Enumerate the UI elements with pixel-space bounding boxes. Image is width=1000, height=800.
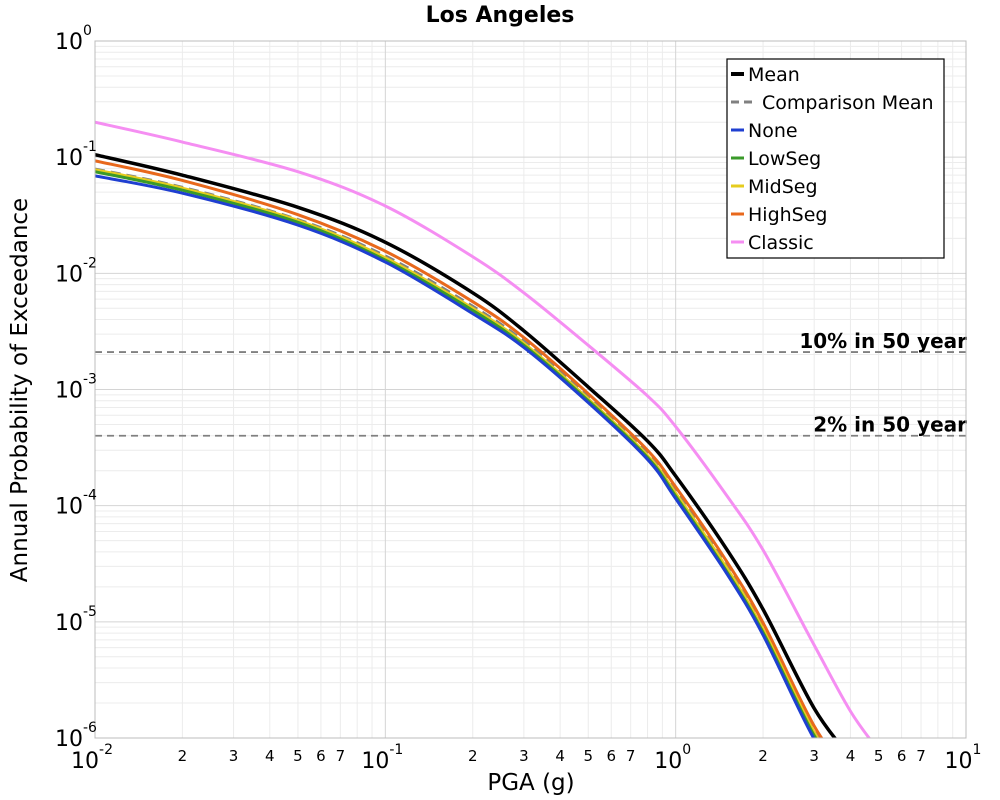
x-tick-label: 100 <box>654 742 691 774</box>
x-minor-tick-label: 6 <box>897 747 907 765</box>
reference-line-label-2: 2% in 50 year <box>813 413 967 437</box>
x-minor-tick-label: 6 <box>316 747 326 765</box>
plot-frame <box>94 40 967 739</box>
y-tick-label: 10-3 <box>55 372 97 404</box>
y-tick-label: 10-1 <box>55 139 97 171</box>
legend-label-highseg: HighSeg <box>748 204 827 226</box>
x-minor-tick-label: 5 <box>583 747 593 765</box>
series-line-classic <box>95 120 871 738</box>
x-minor-tick-label: 7 <box>336 747 346 765</box>
grid <box>94 40 967 739</box>
x-minor-tick-label: 2 <box>468 747 478 765</box>
x-tick-label: 101 <box>945 742 982 774</box>
legend-label-lowseg: LowSeg <box>748 148 821 170</box>
x-minor-tick-label: 3 <box>229 747 239 765</box>
x-minor-tick-label: 5 <box>293 747 303 765</box>
y-tick-label: 10-6 <box>55 720 97 752</box>
y-tick-label: 10-2 <box>55 255 97 287</box>
legend-label-classic: Classic <box>748 232 814 254</box>
x-minor-tick-label: 7 <box>626 747 636 765</box>
series-line-none <box>95 174 816 738</box>
x-minor-tick-label: 3 <box>519 747 529 765</box>
x-minor-tick-label: 7 <box>916 747 926 765</box>
reference-lines: 10% in 50 year 2% in 50 year <box>95 329 967 437</box>
x-minor-tick-label: 4 <box>555 747 565 765</box>
x-minor-tick-label: 6 <box>606 747 616 765</box>
y-tick-label: 10-5 <box>55 604 97 636</box>
legend: Mean Comparison Mean None LowSeg MidSeg HighS… <box>726 58 945 259</box>
x-minor-tick-label: 2 <box>758 747 768 765</box>
legend-box <box>726 58 945 259</box>
series-lines <box>95 120 871 738</box>
legend-label-none: None <box>748 120 798 142</box>
series-line-comparison-mean <box>95 167 822 738</box>
x-minor-tick-label: 2 <box>178 747 188 765</box>
series-line-highseg <box>95 159 824 738</box>
y-tick-label: 10-4 <box>55 488 97 520</box>
reference-line-label-1: 10% in 50 year <box>799 329 967 353</box>
legend-label-midseg: MidSeg <box>748 176 818 198</box>
y-axis-ticks: 100 10-1 10-2 10-3 10-4 10-5 10-6 <box>55 23 97 752</box>
chart-title: Los Angeles <box>426 3 575 28</box>
x-minor-tick-label: 4 <box>265 747 275 765</box>
x-tick-label: 10-2 <box>71 742 113 774</box>
x-minor-tick-label: 3 <box>809 747 819 765</box>
y-axis-label: Annual Probability of Exceedance <box>7 198 33 582</box>
legend-label-mean: Mean <box>748 64 800 86</box>
legend-label-comparison-mean: Comparison Mean <box>762 92 934 114</box>
x-axis-label: PGA (g) <box>487 770 574 796</box>
x-tick-label: 10-1 <box>361 742 403 774</box>
x-minor-tick-label: 4 <box>846 747 856 765</box>
y-tick-label: 100 <box>55 23 92 55</box>
series-line-mean <box>95 153 837 738</box>
x-minor-tick-label: 5 <box>874 747 884 765</box>
